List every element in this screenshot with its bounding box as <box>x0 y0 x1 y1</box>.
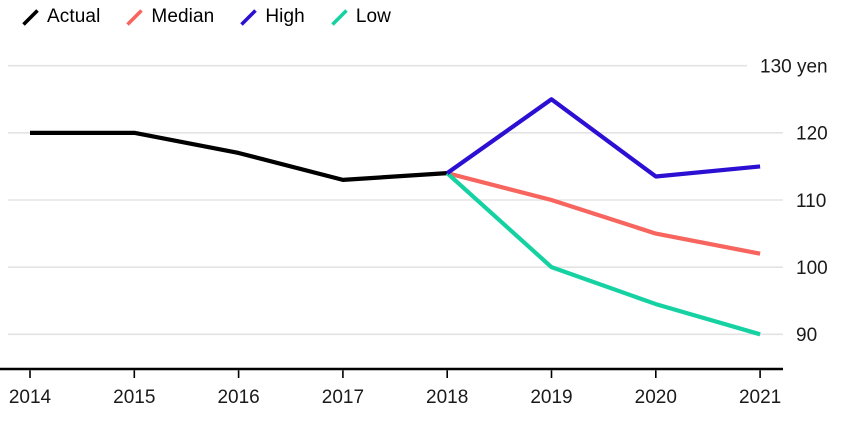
legend-item-low: Low <box>331 6 391 28</box>
x-axis-label-2015: 2015 <box>113 387 155 408</box>
x-axis-label-2020: 2020 <box>635 387 677 408</box>
legend-label-high: High <box>265 6 305 27</box>
y-axis-label-110: 110 <box>796 191 826 212</box>
legend-item-median: Median <box>126 6 214 28</box>
y-axis-label-90: 90 <box>796 325 817 346</box>
high-line-swatch-icon <box>240 8 258 26</box>
legend-label-low: Low <box>355 6 391 27</box>
y-axis-label-100: 100 <box>796 258 828 279</box>
series-line-high <box>445 97 761 179</box>
legend-item-actual: Actual <box>22 6 100 28</box>
legend: Actual Median High Low <box>22 6 391 28</box>
x-axis-label-2018: 2018 <box>426 387 468 408</box>
x-axis-label-2017: 2017 <box>322 387 364 408</box>
series-line-actual <box>30 130 448 182</box>
y-axis-label-120: 120 <box>796 124 828 145</box>
series-line-low <box>445 171 761 337</box>
legend-item-high: High <box>240 6 305 28</box>
x-axis-label-2016: 2016 <box>217 387 259 408</box>
low-line-swatch-icon <box>331 8 348 26</box>
legend-label-actual: Actual <box>47 6 101 27</box>
median-line-swatch-icon <box>126 8 144 26</box>
series-line-median <box>446 171 761 256</box>
x-axis-label-2021: 2021 <box>739 387 781 408</box>
y-axis-label-130: 130 yen <box>760 57 828 78</box>
actual-line-swatch-icon <box>22 8 39 26</box>
x-axis-label-2019: 2019 <box>530 387 572 408</box>
x-axis-label-2014: 2014 <box>9 387 52 408</box>
legend-label-median: Median <box>151 6 215 27</box>
